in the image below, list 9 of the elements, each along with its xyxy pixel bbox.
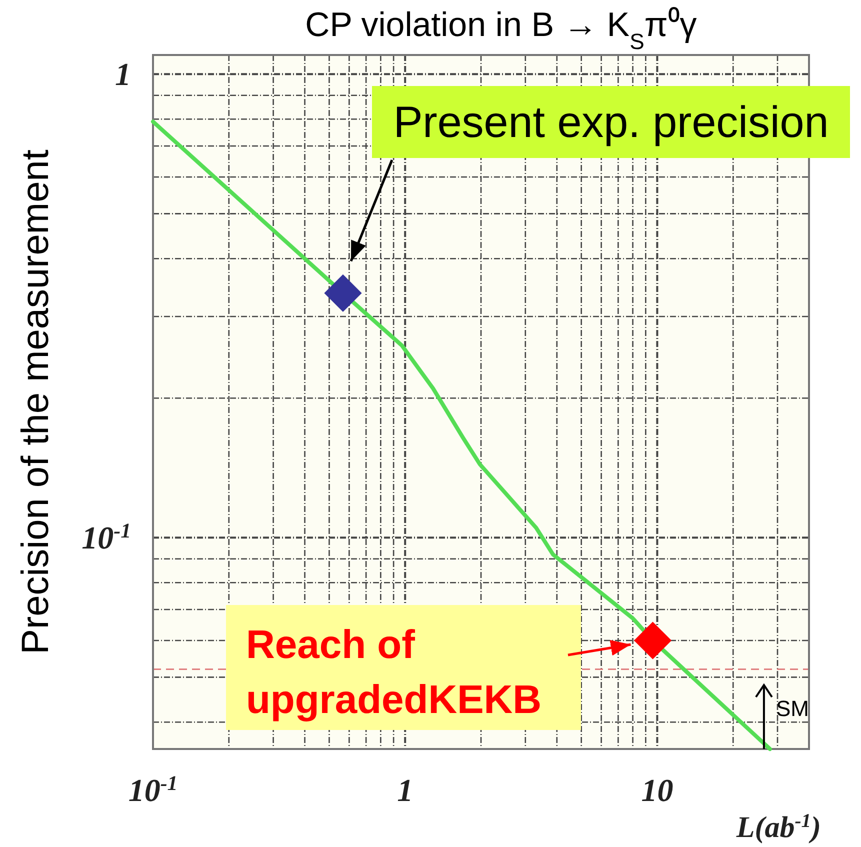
y-axis-title: Precision of the measurement [15,149,57,654]
x-tick-label: 1 [397,772,414,808]
annotation: Reach of upgradedKEKB [246,623,542,722]
annotation: SM [776,696,809,721]
annotation: Present exp. precision [393,98,829,147]
x-tick-label: 10$^{-1}$ [128,772,178,808]
x-tick-label: 10 [641,772,674,808]
x-axis-title: L(ab$^{-1}$) [735,810,821,844]
chart-title: CP violation in B → K$_{S}$π⁰γ [305,6,697,54]
